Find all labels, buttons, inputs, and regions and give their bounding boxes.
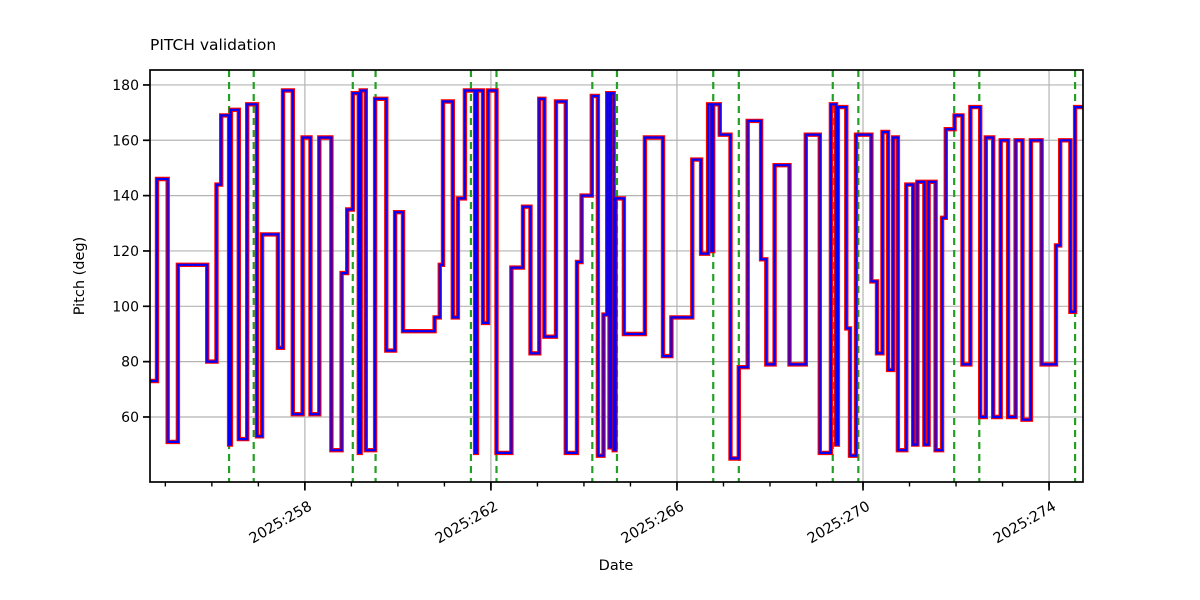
x-tick-label: 2025:262 <box>433 499 501 548</box>
x-tick-label: 2025:266 <box>619 499 687 548</box>
y-tick-label: 80 <box>121 355 139 371</box>
pitch-telemetry-blue <box>150 89 1083 460</box>
y-tick-label: 60 <box>121 410 139 426</box>
chart-title: PITCH validation <box>150 36 277 54</box>
y-tick-label: 120 <box>112 244 139 260</box>
y-axis-label: Pitch (deg) <box>72 236 88 316</box>
x-tick-label: 2025:270 <box>805 499 873 548</box>
plot-border <box>149 69 1084 483</box>
y-tick-label: 100 <box>112 299 139 315</box>
x-tick-label: 2025:274 <box>991 499 1059 548</box>
y-tick-label: 180 <box>112 78 139 94</box>
y-tick-label: 140 <box>112 189 139 205</box>
y-tick-label: 160 <box>112 133 139 149</box>
x-axis-label: Date <box>598 558 634 574</box>
x-tick-label: 2025:258 <box>247 499 315 548</box>
